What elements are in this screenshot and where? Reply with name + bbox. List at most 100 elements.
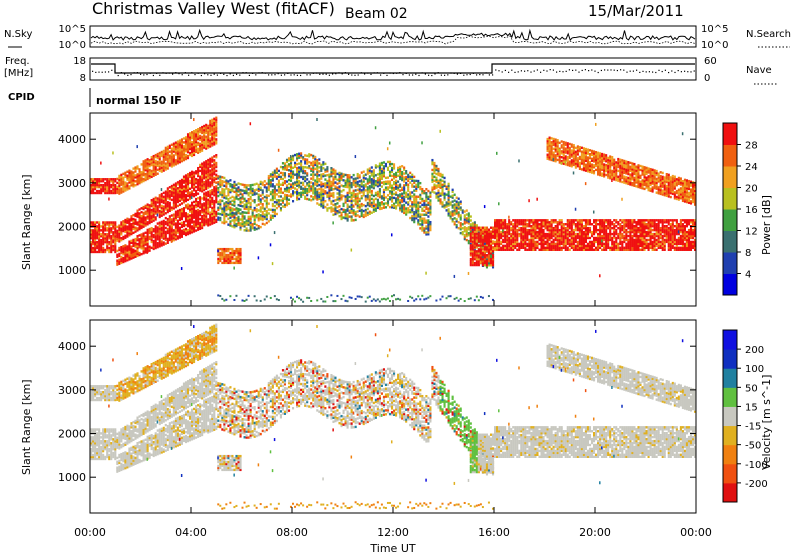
power-cell [554, 219, 557, 222]
power-cell [207, 128, 210, 132]
power-cell [552, 242, 555, 246]
power-cell [496, 228, 499, 232]
power-cell [209, 119, 212, 123]
power-cell [180, 188, 183, 191]
power-cell [362, 209, 365, 213]
power-cell [401, 204, 404, 207]
power-cell [300, 185, 303, 189]
power-cell [564, 151, 567, 154]
power-cell [144, 237, 147, 240]
power-cell [213, 133, 216, 136]
power-cell [229, 220, 232, 223]
power-cell [298, 185, 301, 189]
power-cell [483, 246, 486, 249]
power-cell [544, 232, 547, 236]
power-cell [459, 216, 462, 219]
power-cell [92, 240, 95, 244]
power-cell [205, 221, 208, 224]
power-cell [225, 201, 228, 204]
power-cell [358, 191, 361, 195]
power-cell [285, 186, 289, 189]
power-cell [494, 242, 497, 246]
power-cell [296, 178, 299, 182]
power-cell [477, 250, 480, 253]
power-cell [461, 223, 464, 226]
power-cell [526, 228, 529, 232]
power-cell [330, 186, 333, 190]
power-cell [350, 191, 353, 195]
power-cell [520, 223, 523, 226]
power-cell [172, 215, 175, 218]
power-cell [483, 234, 486, 237]
power-cell [221, 209, 224, 212]
power-cell [534, 248, 537, 251]
power-cell [306, 160, 309, 163]
power-cell [170, 226, 173, 229]
power-cell [548, 136, 551, 139]
power-cell [475, 254, 478, 257]
power-cell [184, 136, 188, 139]
power-cell [380, 167, 383, 171]
power-cell [415, 217, 418, 220]
power-cell [235, 261, 238, 265]
power-cell [205, 141, 208, 144]
power-cell [491, 261, 495, 265]
power-cell [168, 238, 171, 242]
power-cell [209, 125, 212, 129]
power-cell [217, 202, 220, 206]
power-cell [346, 209, 349, 212]
power-cell [251, 227, 254, 230]
power-cell [182, 154, 186, 158]
power-cell [207, 200, 210, 203]
power-cell [166, 163, 169, 166]
power-cell [235, 224, 238, 228]
power-cell [471, 261, 474, 265]
power-cell [483, 248, 486, 251]
power-cell [298, 154, 301, 157]
power-cell [378, 172, 381, 175]
power-cell [481, 240, 484, 243]
power-cell [170, 157, 173, 160]
power-cell [247, 207, 250, 211]
power-cell [364, 185, 367, 188]
power-cell [469, 231, 472, 234]
power-cell [229, 295, 232, 298]
power-cell [273, 189, 276, 192]
power-cell [255, 192, 258, 195]
power-cell [473, 238, 476, 241]
power-cell [223, 188, 226, 191]
power-cell [255, 208, 258, 211]
power-cell [237, 223, 240, 226]
power-cell [447, 192, 450, 195]
power-cell [500, 232, 503, 236]
power-cell [500, 219, 503, 222]
power-cell [356, 180, 359, 184]
power-cell [203, 161, 206, 164]
power-cell [289, 193, 293, 196]
power-cell [154, 244, 157, 248]
power-cell [98, 191, 101, 195]
power-cell [259, 198, 262, 201]
power-cell [285, 190, 289, 193]
power-cell [310, 195, 313, 198]
power-cell [106, 183, 109, 187]
power-cell [209, 161, 212, 164]
power-cell [483, 228, 486, 231]
power-cell [140, 237, 143, 240]
power-cell [386, 297, 389, 300]
power-cell [168, 230, 171, 234]
power-cell [269, 175, 272, 178]
power-cell [316, 162, 319, 166]
power-cell [437, 193, 440, 196]
date-label: 15/Mar/2011 [588, 2, 684, 20]
power-cell [257, 193, 260, 196]
power-cell [158, 243, 161, 246]
power-cell [281, 181, 284, 185]
power-cell [324, 192, 327, 195]
power-cell [338, 205, 341, 208]
power-cell [138, 220, 141, 223]
power-cell [352, 195, 355, 198]
power-cell [554, 148, 557, 151]
power-cell [148, 176, 151, 180]
power-cell [314, 191, 317, 194]
